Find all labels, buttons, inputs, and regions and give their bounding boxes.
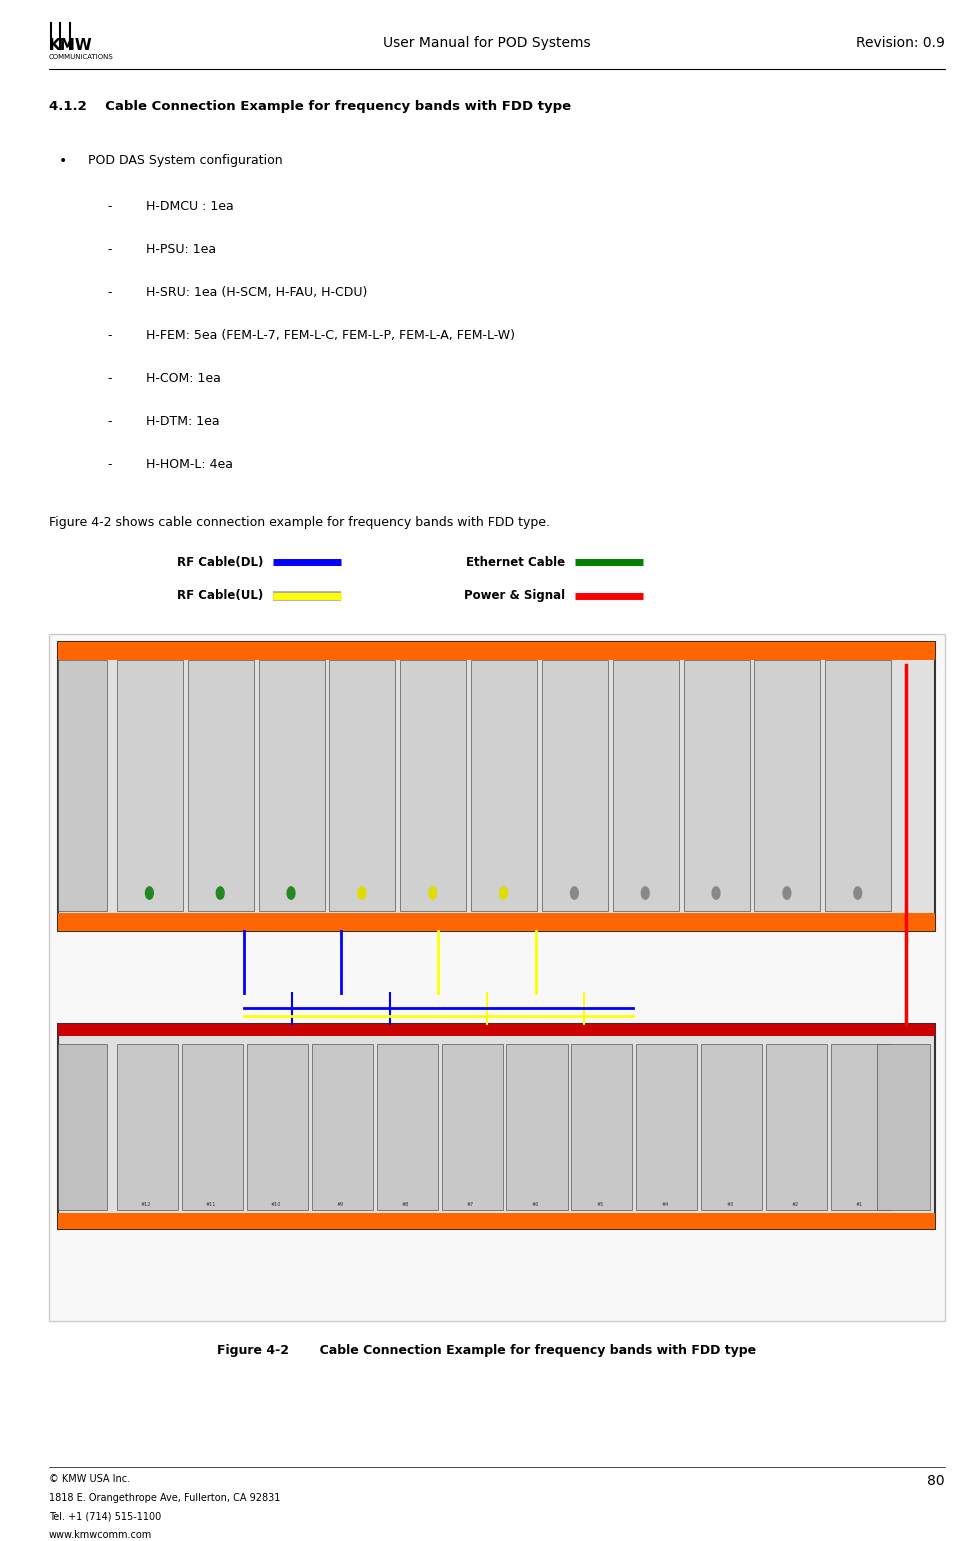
Text: #2: #2 xyxy=(791,1202,799,1207)
Text: #11: #11 xyxy=(206,1202,215,1207)
Text: #8: #8 xyxy=(401,1202,409,1207)
Bar xyxy=(506,1043,568,1210)
Bar xyxy=(572,1043,632,1210)
Bar xyxy=(117,661,183,911)
Text: COMMUNICATIONS: COMMUNICATIONS xyxy=(49,54,113,60)
Bar xyxy=(258,661,324,911)
Circle shape xyxy=(854,888,862,900)
Text: #5: #5 xyxy=(596,1202,604,1207)
Text: H-HOM-L: 4ea: H-HOM-L: 4ea xyxy=(146,458,233,470)
Text: H-FEM: 5ea (FEM-L-7, FEM-L-C, FEM-L-P, FEM-L-A, FEM-L-W): H-FEM: 5ea (FEM-L-7, FEM-L-C, FEM-L-P, F… xyxy=(146,328,515,342)
Text: H-COM: 1ea: H-COM: 1ea xyxy=(146,371,221,385)
Text: Revision: 0.9: Revision: 0.9 xyxy=(856,35,945,49)
Bar xyxy=(377,1043,437,1210)
Text: H-SRU: 1ea (H-SCM, H-FAU, H-CDU): H-SRU: 1ea (H-SCM, H-FAU, H-CDU) xyxy=(146,285,367,299)
Text: © KMW USA Inc.: © KMW USA Inc. xyxy=(49,1475,130,1484)
Text: #6: #6 xyxy=(532,1202,539,1207)
Text: •: • xyxy=(58,154,66,168)
Bar xyxy=(182,1043,243,1210)
Bar xyxy=(877,1043,930,1210)
Text: -: - xyxy=(107,458,112,470)
Circle shape xyxy=(287,888,295,900)
Circle shape xyxy=(500,888,507,900)
Bar xyxy=(312,1043,373,1210)
Text: -: - xyxy=(107,328,112,342)
Text: Power & Signal: Power & Signal xyxy=(464,589,565,603)
Bar xyxy=(49,635,945,1321)
Circle shape xyxy=(712,888,720,900)
Circle shape xyxy=(145,888,153,900)
Bar xyxy=(471,661,537,911)
Text: Tel. +1 (714) 515-1100: Tel. +1 (714) 515-1100 xyxy=(49,1512,161,1521)
Text: User Manual for POD Systems: User Manual for POD Systems xyxy=(383,35,591,49)
Text: #3: #3 xyxy=(727,1202,733,1207)
Bar xyxy=(58,912,935,931)
Text: 4.1.2    Cable Connection Example for frequency bands with FDD type: 4.1.2 Cable Connection Example for frequ… xyxy=(49,100,571,112)
Text: H-DTM: 1ea: H-DTM: 1ea xyxy=(146,415,220,428)
Bar xyxy=(400,661,467,911)
Circle shape xyxy=(358,888,366,900)
Bar xyxy=(58,643,935,661)
Bar xyxy=(825,661,891,911)
Bar xyxy=(613,661,679,911)
Text: RF Cable(DL): RF Cable(DL) xyxy=(176,556,263,569)
Text: KMW: KMW xyxy=(49,39,93,54)
Bar xyxy=(117,1043,178,1210)
Bar xyxy=(831,1043,892,1210)
Text: Figure 4-2 shows cable connection example for frequency bands with FDD type.: Figure 4-2 shows cable connection exampl… xyxy=(49,516,549,529)
Text: -: - xyxy=(107,200,112,213)
Bar xyxy=(188,661,253,911)
Text: H-DMCU : 1ea: H-DMCU : 1ea xyxy=(146,200,234,213)
Bar xyxy=(441,1043,503,1210)
Text: #10: #10 xyxy=(270,1202,281,1207)
Text: -: - xyxy=(107,371,112,385)
Circle shape xyxy=(783,888,791,900)
Text: POD DAS System configuration: POD DAS System configuration xyxy=(88,154,282,166)
Bar xyxy=(58,1213,935,1228)
Bar xyxy=(58,1043,107,1210)
Text: 1818 E. Orangethrope Ave, Fullerton, CA 92831: 1818 E. Orangethrope Ave, Fullerton, CA … xyxy=(49,1493,281,1502)
Circle shape xyxy=(429,888,436,900)
Circle shape xyxy=(641,888,649,900)
Bar xyxy=(329,661,395,911)
Text: #9: #9 xyxy=(337,1202,344,1207)
Text: RF Cable(UL): RF Cable(UL) xyxy=(176,589,263,603)
Circle shape xyxy=(571,888,579,900)
Bar xyxy=(755,661,820,911)
Text: www.kmwcomm.com: www.kmwcomm.com xyxy=(49,1530,152,1539)
Text: #4: #4 xyxy=(661,1202,668,1207)
Bar xyxy=(58,661,107,911)
Text: 80: 80 xyxy=(927,1475,945,1489)
Text: Ethernet Cable: Ethernet Cable xyxy=(466,556,565,569)
Text: #1: #1 xyxy=(856,1202,863,1207)
Bar xyxy=(684,661,750,911)
Text: -: - xyxy=(107,242,112,256)
Circle shape xyxy=(216,888,224,900)
Text: #7: #7 xyxy=(467,1202,473,1207)
Bar xyxy=(542,661,608,911)
Bar xyxy=(58,1023,935,1228)
Bar xyxy=(701,1043,763,1210)
Text: -: - xyxy=(107,285,112,299)
Text: -: - xyxy=(107,415,112,428)
Bar xyxy=(58,1023,935,1036)
Bar xyxy=(767,1043,827,1210)
Text: #12: #12 xyxy=(140,1202,151,1207)
Bar xyxy=(58,643,935,931)
Text: Figure 4-2       Cable Connection Example for frequency bands with FDD type: Figure 4-2 Cable Connection Example for … xyxy=(217,1344,757,1356)
Bar xyxy=(246,1043,308,1210)
Text: H-PSU: 1ea: H-PSU: 1ea xyxy=(146,242,216,256)
Bar xyxy=(636,1043,697,1210)
